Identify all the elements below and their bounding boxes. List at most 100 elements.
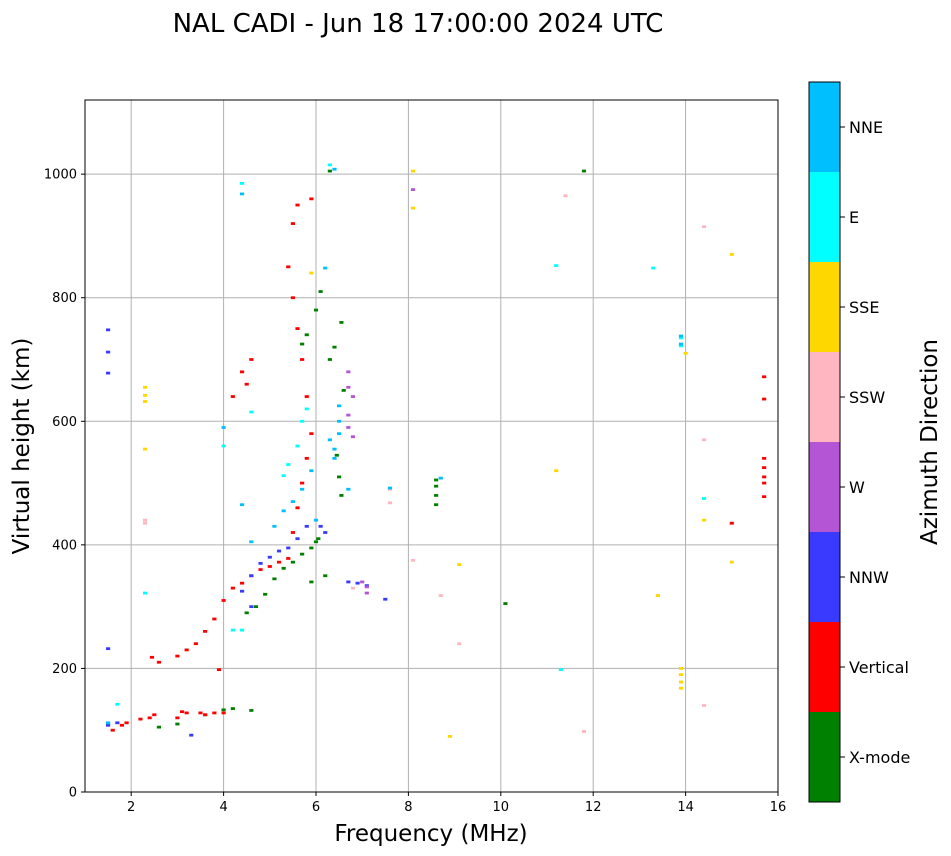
data-point	[762, 481, 767, 485]
data-point	[678, 673, 684, 676]
data-point	[244, 611, 249, 615]
data-point	[323, 574, 328, 578]
y-axis-label: Virtual height (km)	[9, 338, 35, 555]
colorbar-tick-label: W	[849, 478, 865, 497]
data-point	[212, 617, 217, 621]
data-point	[678, 342, 684, 346]
data-point	[149, 655, 155, 659]
data-point	[240, 581, 245, 585]
data-point	[286, 546, 291, 550]
data-point	[702, 518, 707, 522]
data-point	[244, 382, 249, 386]
data-point	[106, 350, 111, 354]
data-point	[702, 704, 707, 707]
data-point	[410, 206, 416, 210]
data-point	[142, 393, 148, 397]
data-point	[106, 647, 111, 651]
data-point	[240, 192, 245, 196]
y-tick-label: 1000	[44, 168, 77, 183]
data-point	[383, 597, 388, 601]
data-point	[313, 518, 319, 522]
x-tick-label: 4	[219, 800, 227, 815]
x-axis-label: Frequency (MHz)	[334, 821, 527, 847]
y-tick-label: 400	[52, 538, 77, 553]
data-point	[290, 560, 295, 564]
data-point	[729, 521, 734, 525]
data-point	[175, 716, 180, 720]
data-point	[203, 713, 208, 717]
colorbar-swatch	[809, 712, 840, 802]
data-point	[115, 721, 120, 725]
data-point	[323, 266, 328, 270]
data-point	[323, 531, 328, 534]
data-point	[115, 702, 120, 706]
colorbar-swatch	[809, 532, 840, 622]
data-point	[249, 410, 254, 414]
data-point	[350, 586, 356, 590]
data-point	[156, 660, 161, 664]
x-tick-label: 14	[677, 800, 694, 815]
data-point	[300, 481, 305, 485]
colorbar-swatch	[809, 172, 840, 262]
data-point	[581, 169, 587, 173]
series-x-mode	[156, 169, 587, 729]
data-point	[304, 524, 309, 528]
data-point	[267, 555, 272, 559]
data-point	[295, 203, 300, 207]
data-point	[286, 557, 291, 560]
data-point	[290, 222, 295, 225]
data-point	[230, 707, 235, 710]
data-point	[563, 194, 568, 198]
data-point	[142, 400, 148, 403]
data-point	[581, 730, 587, 733]
data-point	[106, 721, 111, 725]
data-point	[316, 537, 321, 541]
data-point	[341, 389, 346, 392]
data-point	[300, 552, 305, 556]
data-point	[558, 668, 563, 672]
data-point	[304, 407, 309, 411]
data-point	[138, 717, 143, 721]
data-point	[263, 592, 268, 596]
data-point	[651, 266, 656, 270]
data-point	[142, 447, 148, 451]
colorbar-swatch	[809, 82, 840, 172]
data-point	[249, 574, 254, 578]
data-point	[309, 546, 314, 550]
data-point	[346, 487, 351, 491]
x-tick-label: 2	[127, 800, 135, 815]
data-point	[309, 580, 314, 584]
x-tick-label: 10	[493, 800, 510, 815]
data-point	[678, 667, 684, 670]
data-point	[364, 585, 369, 589]
data-point	[110, 728, 115, 732]
data-point	[221, 599, 226, 602]
data-point	[337, 419, 342, 423]
data-point	[295, 327, 300, 330]
data-point	[142, 591, 148, 595]
data-point	[346, 580, 351, 584]
data-point	[175, 654, 180, 658]
data-point	[337, 475, 342, 479]
data-point	[309, 271, 314, 275]
data-point	[281, 474, 286, 478]
data-point	[678, 334, 684, 338]
data-point	[410, 558, 416, 562]
colorbar-tick-label: X-mode	[849, 748, 910, 767]
y-axis-ticks: 0 200 400 600 800 1000	[44, 168, 85, 801]
colorbar-tick-label: NNE	[849, 118, 883, 137]
data-point	[702, 497, 707, 500]
data-point	[276, 560, 282, 564]
data-point	[355, 581, 360, 585]
data-point	[457, 642, 462, 646]
data-point	[410, 188, 416, 191]
data-point	[683, 351, 688, 355]
data-point	[290, 296, 295, 300]
data-point	[175, 722, 180, 726]
colorbar-swatch	[809, 442, 840, 532]
data-point	[276, 549, 282, 553]
data-point	[447, 735, 453, 738]
data-point	[318, 524, 323, 528]
colorbar-swatch	[809, 352, 840, 442]
data-point	[286, 463, 291, 466]
